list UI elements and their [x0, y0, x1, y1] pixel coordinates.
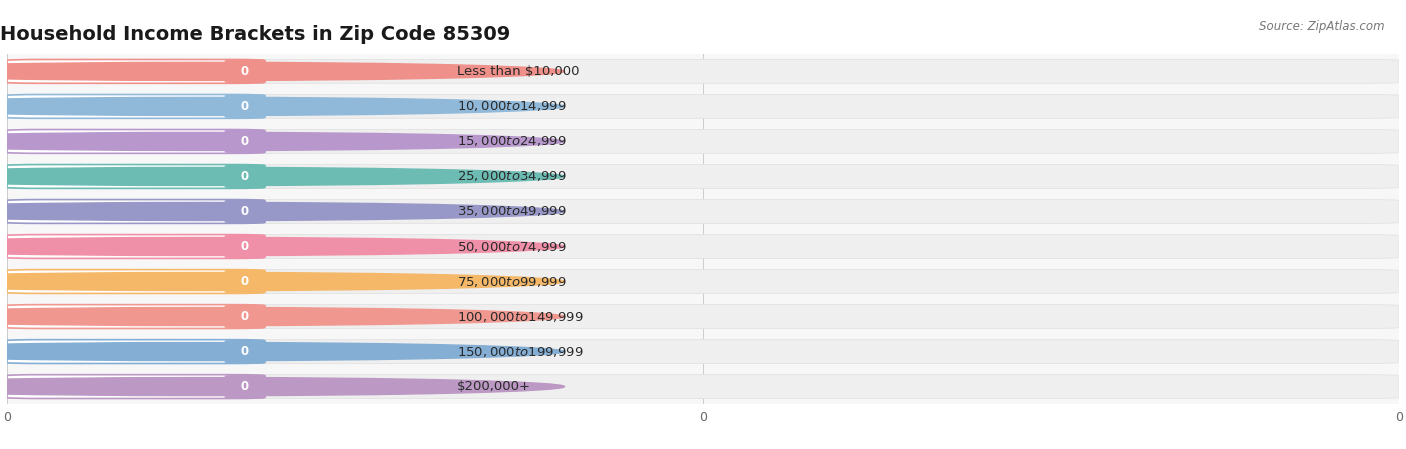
- Text: 0: 0: [240, 310, 249, 323]
- Text: $15,000 to $24,999: $15,000 to $24,999: [457, 134, 567, 149]
- Text: $50,000 to $74,999: $50,000 to $74,999: [457, 239, 567, 254]
- FancyBboxPatch shape: [7, 94, 1399, 119]
- Text: $100,000 to $149,999: $100,000 to $149,999: [457, 309, 583, 324]
- FancyBboxPatch shape: [7, 59, 1399, 84]
- FancyBboxPatch shape: [225, 59, 266, 84]
- Text: $25,000 to $34,999: $25,000 to $34,999: [457, 169, 567, 184]
- Text: 0: 0: [240, 380, 249, 393]
- Text: 0: 0: [240, 135, 249, 148]
- FancyBboxPatch shape: [7, 129, 1399, 154]
- Text: Household Income Brackets in Zip Code 85309: Household Income Brackets in Zip Code 85…: [0, 25, 510, 44]
- FancyBboxPatch shape: [7, 339, 264, 364]
- Text: 0: 0: [240, 170, 249, 183]
- FancyBboxPatch shape: [225, 374, 266, 399]
- Circle shape: [0, 132, 565, 150]
- Circle shape: [0, 378, 565, 396]
- Text: $35,000 to $49,999: $35,000 to $49,999: [457, 204, 567, 219]
- Circle shape: [0, 273, 565, 291]
- Circle shape: [0, 202, 565, 220]
- FancyBboxPatch shape: [225, 199, 266, 224]
- FancyBboxPatch shape: [225, 234, 266, 259]
- FancyBboxPatch shape: [7, 269, 1399, 294]
- Circle shape: [0, 238, 565, 255]
- Text: $200,000+: $200,000+: [457, 380, 530, 393]
- FancyBboxPatch shape: [7, 199, 1399, 224]
- Text: Less than $10,000: Less than $10,000: [457, 65, 579, 78]
- Text: 0: 0: [240, 65, 249, 78]
- Text: $75,000 to $99,999: $75,000 to $99,999: [457, 274, 567, 289]
- FancyBboxPatch shape: [7, 234, 1399, 259]
- FancyBboxPatch shape: [7, 59, 264, 84]
- Circle shape: [0, 167, 565, 185]
- FancyBboxPatch shape: [225, 164, 266, 189]
- Text: 0: 0: [240, 275, 249, 288]
- Text: $150,000 to $199,999: $150,000 to $199,999: [457, 344, 583, 359]
- Text: 0: 0: [240, 345, 249, 358]
- Text: 0: 0: [240, 100, 249, 113]
- Circle shape: [0, 62, 565, 80]
- FancyBboxPatch shape: [7, 269, 264, 294]
- FancyBboxPatch shape: [7, 304, 1399, 329]
- Circle shape: [0, 97, 565, 115]
- FancyBboxPatch shape: [225, 129, 266, 154]
- FancyBboxPatch shape: [7, 374, 1399, 399]
- FancyBboxPatch shape: [7, 374, 264, 399]
- Text: Source: ZipAtlas.com: Source: ZipAtlas.com: [1260, 20, 1385, 33]
- Text: 0: 0: [240, 240, 249, 253]
- FancyBboxPatch shape: [7, 199, 264, 224]
- FancyBboxPatch shape: [7, 164, 264, 189]
- Text: $10,000 to $14,999: $10,000 to $14,999: [457, 99, 567, 114]
- FancyBboxPatch shape: [7, 339, 1399, 364]
- FancyBboxPatch shape: [7, 304, 264, 329]
- Text: 0: 0: [240, 205, 249, 218]
- FancyBboxPatch shape: [7, 94, 264, 119]
- FancyBboxPatch shape: [225, 339, 266, 364]
- FancyBboxPatch shape: [225, 304, 266, 329]
- Circle shape: [0, 343, 565, 361]
- FancyBboxPatch shape: [7, 234, 264, 259]
- FancyBboxPatch shape: [225, 94, 266, 119]
- FancyBboxPatch shape: [7, 164, 1399, 189]
- Circle shape: [0, 308, 565, 326]
- FancyBboxPatch shape: [7, 129, 264, 154]
- FancyBboxPatch shape: [225, 269, 266, 294]
